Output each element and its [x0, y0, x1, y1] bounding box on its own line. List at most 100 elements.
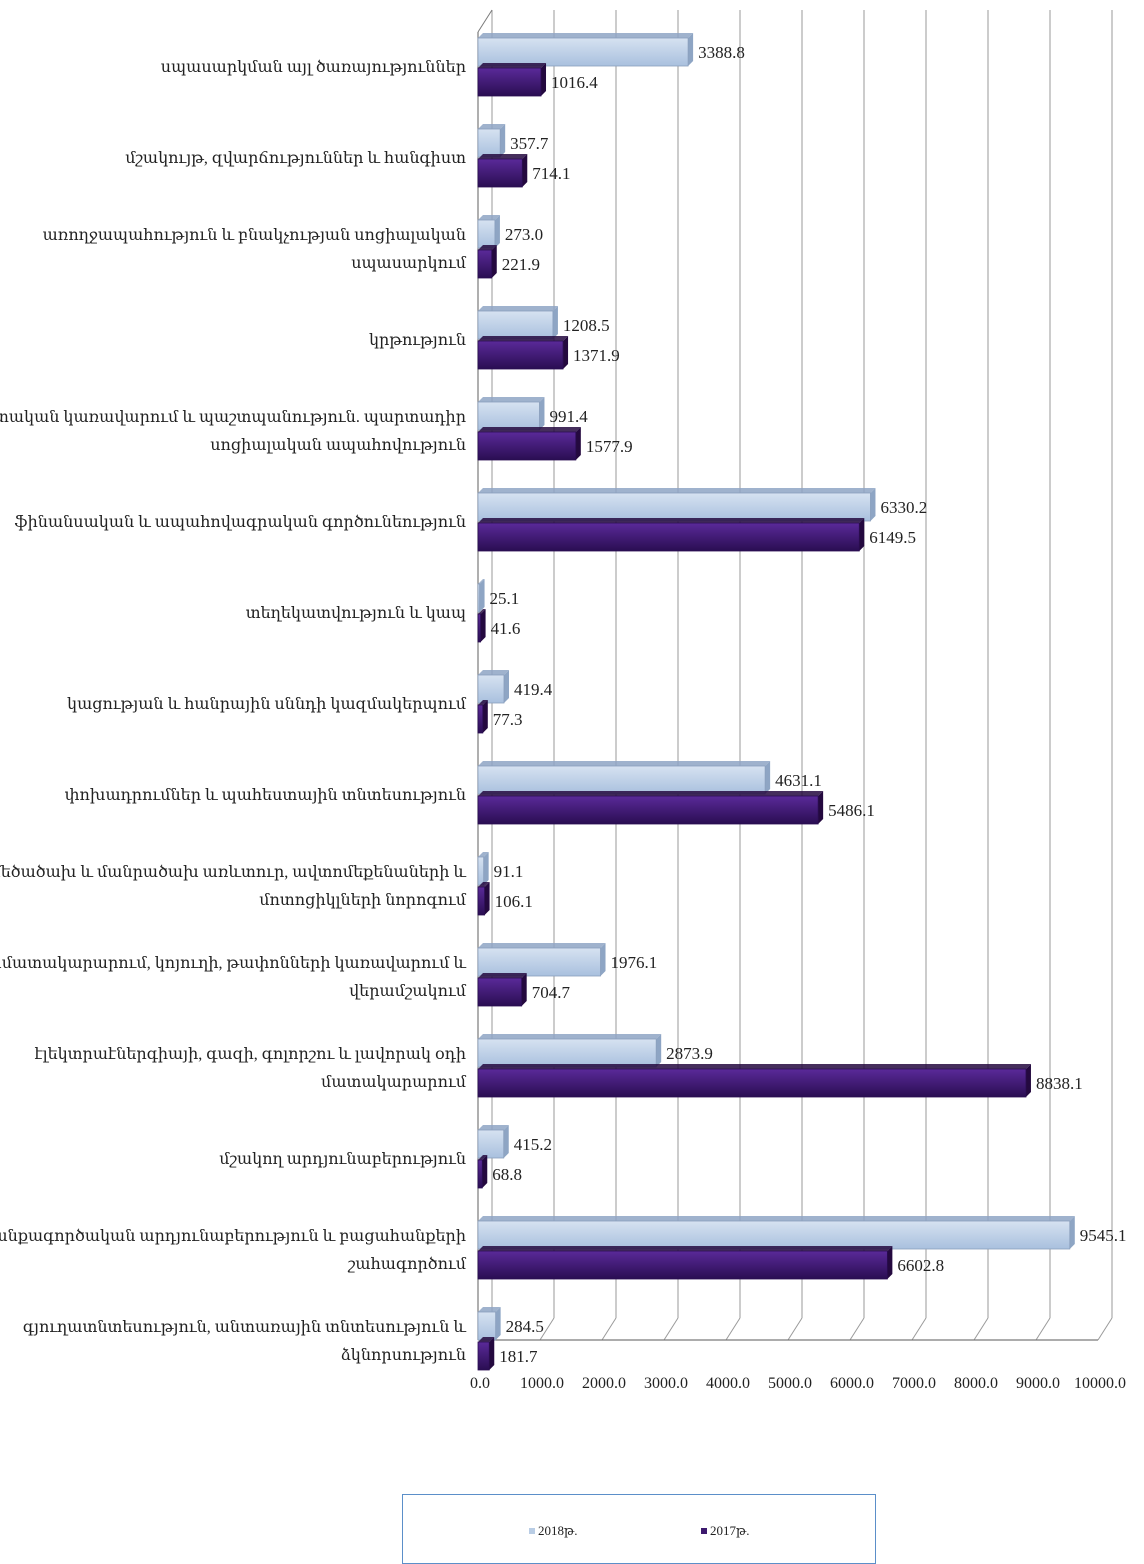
bar-top	[478, 1155, 488, 1160]
data-label: 1577.9	[586, 437, 633, 456]
category-label: կրթություն	[369, 332, 466, 349]
category-label: կացության և հանրային սննդի կազմակերպում	[67, 696, 467, 713]
bar-top	[478, 154, 528, 159]
x-tick-label: 4000.0	[706, 1375, 750, 1392]
bar-side	[522, 154, 528, 187]
data-label: 5486.1	[828, 801, 875, 820]
bar-2018	[477, 674, 505, 704]
bar-top	[478, 609, 486, 614]
bar-2017	[477, 431, 577, 461]
bar-top	[478, 33, 694, 38]
bar-2017	[477, 613, 481, 643]
bar-top	[478, 973, 527, 978]
bar-top	[478, 943, 606, 948]
data-label: 1208.5	[563, 316, 610, 335]
bar-2018	[477, 583, 480, 613]
category-label: մատակարարում	[321, 1074, 467, 1091]
bar-top	[478, 124, 506, 129]
bar-top	[478, 63, 547, 68]
bar-top	[478, 852, 489, 857]
data-label: 68.8	[492, 1165, 522, 1184]
category-label: ձկնորսություն	[341, 1346, 466, 1364]
data-label: 1976.1	[611, 953, 658, 972]
x-tick-label: 1000.0	[520, 1375, 564, 1392]
bar-side	[491, 245, 497, 278]
bar-top	[478, 882, 490, 887]
data-label: 704.7	[532, 983, 571, 1002]
bar-side	[656, 1034, 662, 1067]
data-label: 77.3	[493, 710, 523, 729]
bar-2017	[477, 977, 523, 1007]
axis-left-top	[477, 9, 493, 33]
gridline-floor	[1035, 1317, 1051, 1341]
data-label: 6330.2	[880, 498, 927, 517]
bar-2018	[477, 401, 540, 431]
bar-2018	[477, 1220, 1071, 1250]
x-tick-label: 7000.0	[892, 1375, 936, 1392]
bar-top	[478, 1337, 495, 1342]
bar-2017	[477, 1341, 490, 1371]
bar-side	[479, 579, 485, 612]
category-label: ֆինանսական և ապահովագրական գործունեությո…	[15, 513, 466, 531]
bar-side	[563, 336, 569, 369]
bar-side	[887, 1246, 893, 1279]
x-tick-label: 5000.0	[768, 1375, 812, 1392]
gridline-floor	[601, 1317, 617, 1341]
bar-2017	[477, 1250, 888, 1280]
bar-2018	[477, 856, 485, 886]
bar-2017	[477, 249, 493, 279]
bar-top	[478, 670, 510, 675]
bar-side	[539, 397, 545, 430]
gridline-floor	[787, 1317, 803, 1341]
bar-top	[478, 397, 545, 402]
gridline-floor	[539, 1317, 555, 1341]
category-label: փոխադրումներ և պահեստային տնտեսություն	[65, 787, 466, 804]
category-label: պետական կառավարում և պաշտպանություն. պար…	[0, 409, 466, 426]
x-tick-label: 8000.0	[954, 1375, 998, 1392]
bar-side	[859, 518, 865, 551]
data-label: 221.9	[502, 255, 540, 274]
bar-side	[600, 943, 606, 976]
category-label: սպասարկում	[351, 255, 466, 272]
bar-side	[495, 1307, 501, 1340]
gridline-floor	[911, 1317, 927, 1341]
bar-side	[688, 33, 694, 66]
bar-2018	[477, 1129, 505, 1159]
data-label: 991.4	[549, 407, 588, 426]
bar-side	[503, 1125, 509, 1158]
bar-top	[478, 791, 824, 796]
data-label: 8838.1	[1036, 1074, 1083, 1093]
gridline-floor	[1097, 1317, 1113, 1341]
bar-side	[489, 1337, 495, 1370]
bar-top	[478, 700, 488, 705]
bar-top	[478, 1034, 662, 1039]
labels: 0.0 1000.0 2000.0 3000.0 4000.0 5000.0 6000.0 7…	[0, 43, 1127, 1392]
data-label: 3388.8	[698, 43, 745, 62]
bar-2018	[477, 37, 689, 67]
data-label: 4631.1	[775, 771, 822, 790]
category-label: շահագործում	[347, 1255, 467, 1273]
axes	[477, 9, 1098, 1341]
bar-top	[478, 427, 581, 432]
bar-side	[482, 700, 488, 733]
gridline-floor	[725, 1317, 741, 1341]
x-tick-label: 3000.0	[644, 1375, 688, 1392]
bar-chart: 0.0 1000.0 2000.0 3000.0 4000.0 5000.0 6000.0 7…	[0, 9, 1127, 1392]
category-label: մշակող արդյունաբերություն	[219, 1151, 466, 1168]
category-label: հանքագործական արդյունաբերություն և բացահ…	[0, 1227, 466, 1245]
grid-lines	[477, 10, 1113, 1341]
category-label: սպասարկման այլ ծառայություններ	[161, 58, 466, 76]
bar-2018	[477, 947, 601, 977]
bar-2017	[477, 158, 523, 188]
bar-top	[478, 215, 500, 220]
bar-top	[478, 306, 558, 311]
data-label: 91.1	[494, 862, 524, 881]
category-label: մեծածախ և մանրածախ առևտուր, ավտոմեքենանե…	[0, 863, 466, 881]
x-tick-label: 9000.0	[1016, 1375, 1060, 1392]
legend-swatch-2018	[529, 1528, 535, 1534]
data-label: 6149.5	[869, 528, 916, 547]
bar-2018	[477, 765, 766, 795]
data-label: 25.1	[490, 589, 520, 608]
bar-2018	[477, 492, 871, 522]
bar-side	[484, 882, 490, 915]
